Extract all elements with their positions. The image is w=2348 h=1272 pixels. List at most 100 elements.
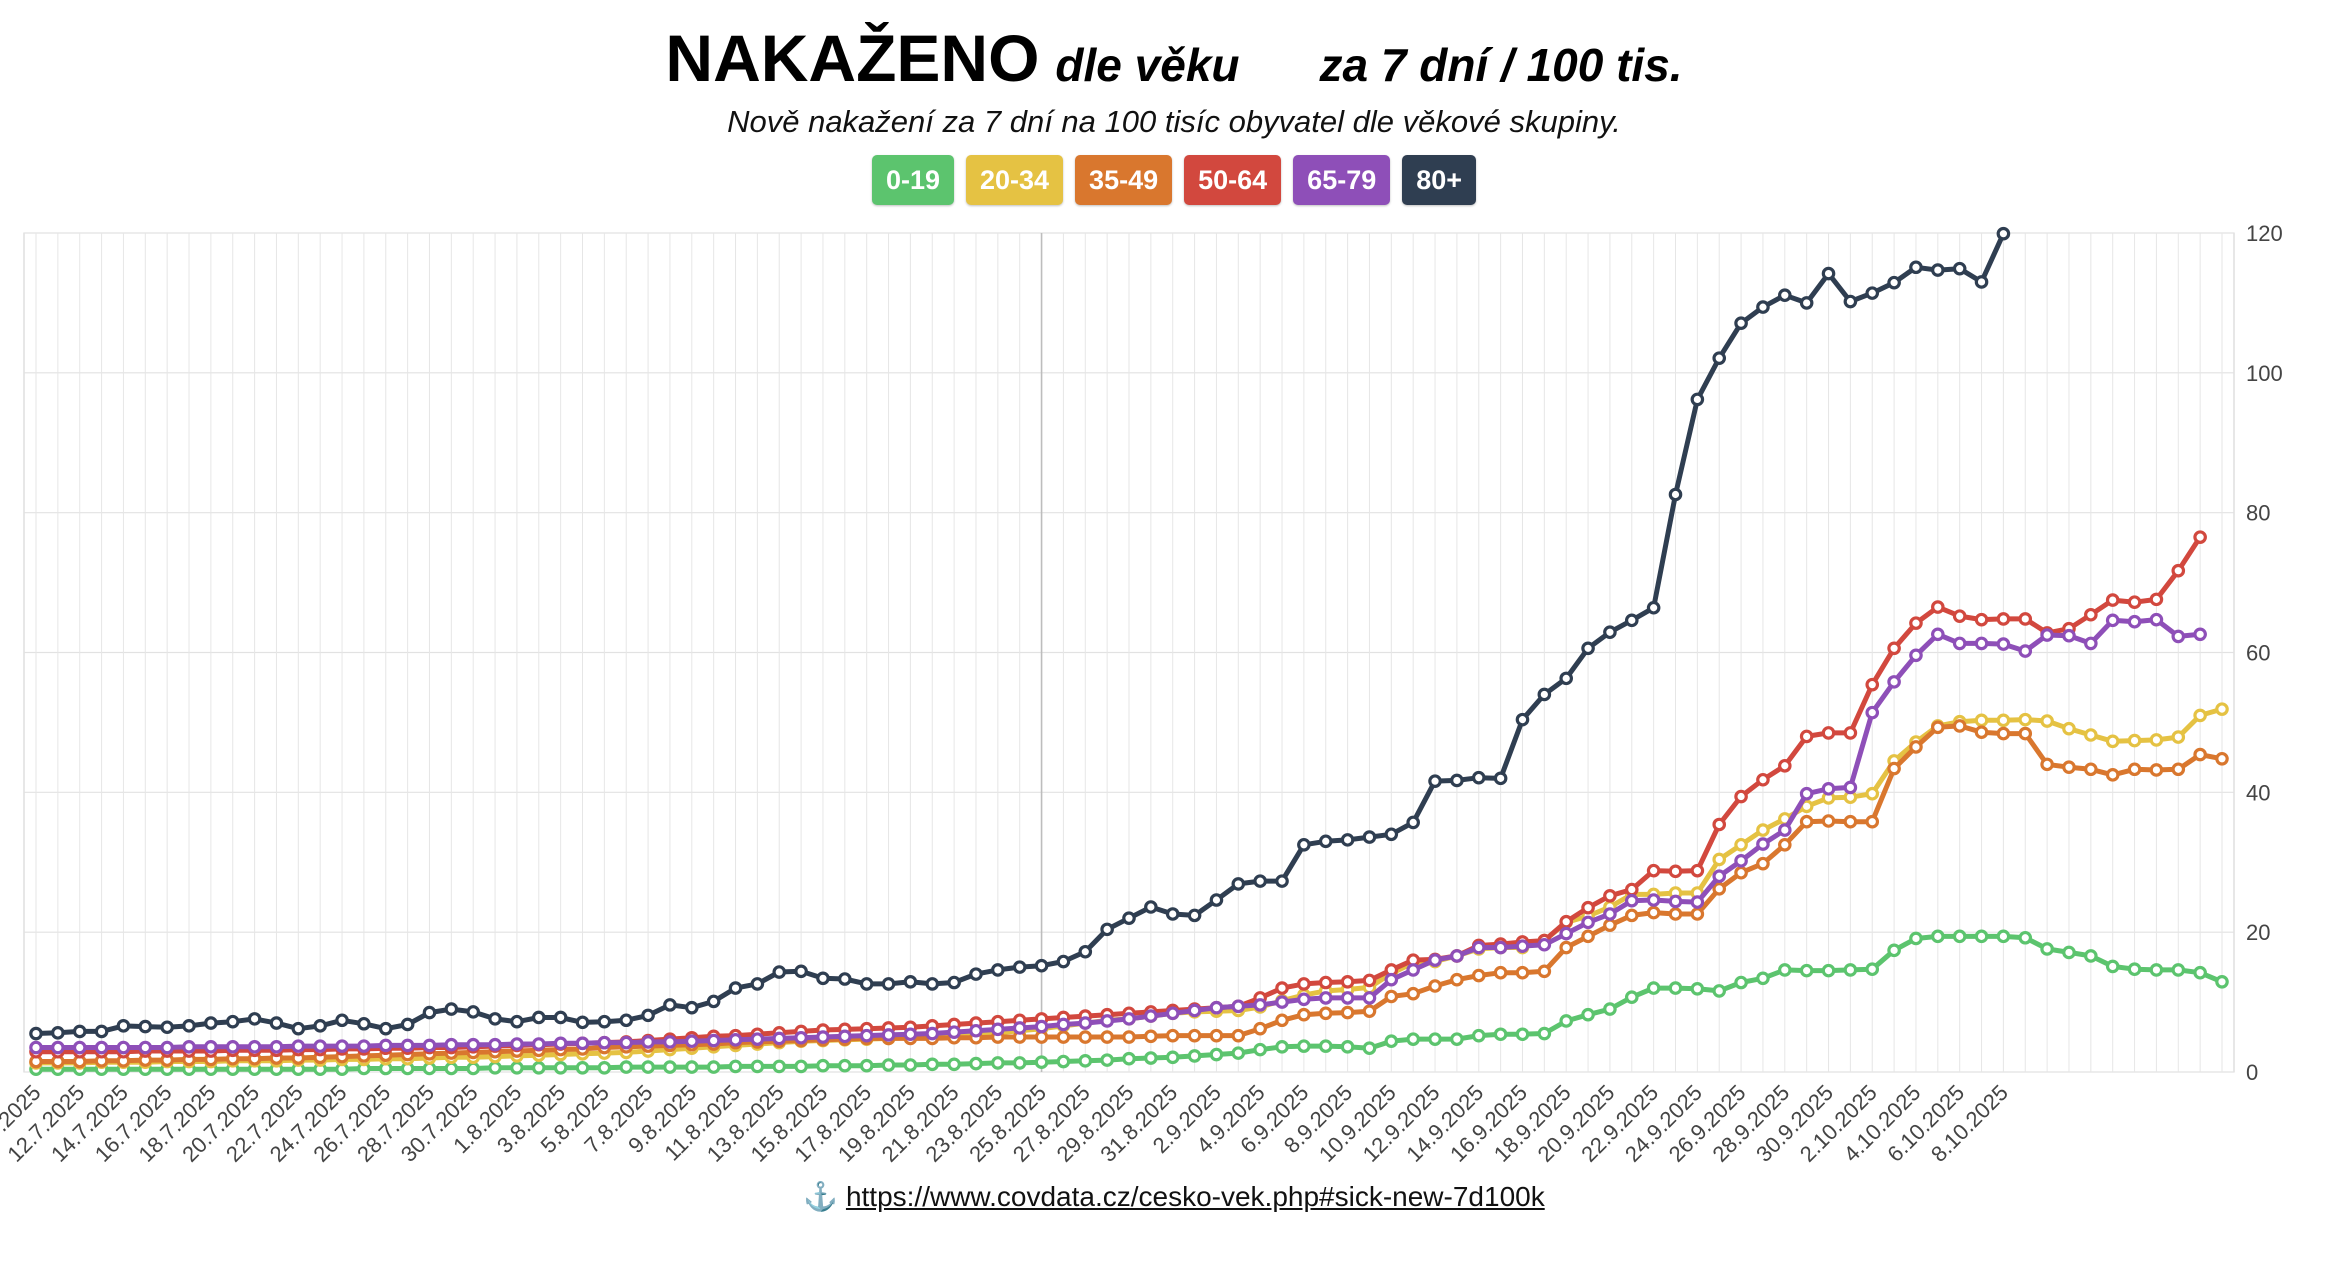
data-point-35-49 (1909, 740, 1923, 754)
data-point-35-49 (1318, 1006, 1333, 1021)
data-point-35-49 (1865, 814, 1880, 829)
data-point-80+ (772, 965, 787, 979)
legend-item-80-plus[interactable]: 80+ (1402, 155, 1477, 205)
data-point-65-79 (1165, 1006, 1180, 1021)
legend-item-50-64[interactable]: 50-64 (1184, 155, 1282, 205)
data-point-80+ (72, 1024, 87, 1039)
title-main: NAKAŽENO (665, 21, 1040, 95)
data-point-35-49 (1297, 1007, 1311, 1022)
data-point-65-79 (1843, 780, 1858, 795)
data-point-65-79 (1537, 937, 1552, 952)
legend-item-35-49[interactable]: 35-49 (1075, 155, 1173, 205)
data-point-80+ (1056, 954, 1071, 969)
data-point-35-49 (1056, 1030, 1071, 1044)
data-point-65-79 (116, 1040, 131, 1055)
data-point-80+ (750, 977, 765, 991)
data-point-0-19 (597, 1061, 612, 1075)
data-point-80+ (182, 1019, 196, 1033)
data-point-0-19 (1187, 1049, 1202, 1063)
data-point-50-64 (1952, 609, 1967, 623)
data-point-65-79 (1100, 1014, 1114, 1028)
data-point-0-19 (2171, 963, 2186, 977)
data-point-50-64 (1581, 900, 1595, 915)
data-point-0-19 (1712, 984, 1727, 998)
chart-subtitle: Nově nakažení za 7 dní na 100 tisíc obyv… (727, 104, 1621, 139)
data-point-80+ (225, 1014, 240, 1029)
data-point-65-79 (1887, 675, 1901, 689)
data-point-80+ (903, 975, 918, 989)
data-point-65-79 (903, 1027, 918, 1042)
data-point-50-64 (1974, 612, 1989, 627)
data-point-80+ (269, 1016, 284, 1030)
data-point-80+ (1362, 830, 1377, 844)
data-point-20-34 (2062, 721, 2076, 736)
data-point-0-19 (1843, 963, 1858, 977)
chart-series (29, 226, 2229, 1077)
data-point-80+ (1515, 712, 1530, 727)
data-point-80+ (1340, 833, 1355, 847)
data-point-20-34 (2149, 733, 2164, 747)
data-point-65-79 (72, 1040, 87, 1055)
x-axis-ticks: 10.7.202512.7.202514.7.202516.7.202518.7… (0, 1080, 2013, 1167)
y-axis-ticks: 0 20 40 60 80 100 120 (2246, 221, 2283, 1085)
data-point-65-79 (1384, 972, 1399, 987)
data-point-50-64 (2105, 593, 2120, 607)
legend-item-0-19[interactable]: 0-19 (871, 155, 954, 205)
data-point-80+ (1821, 266, 1836, 281)
data-point-20-34 (1996, 713, 2011, 728)
data-point-0-19 (641, 1060, 655, 1074)
data-point-50-64 (1275, 981, 1289, 995)
data-point-0-19 (903, 1058, 918, 1072)
data-point-80+ (1799, 296, 1814, 310)
data-point-80+ (378, 1021, 393, 1036)
data-point-0-19 (1799, 963, 1814, 978)
data-point-65-79 (400, 1038, 415, 1053)
legend-item-20-34[interactable]: 20-34 (965, 155, 1064, 205)
series-line-50-64 (33, 534, 2203, 1055)
data-point-0-19 (1034, 1055, 1049, 1070)
data-point-80+ (575, 1015, 590, 1030)
data-point-80+ (160, 1020, 174, 1035)
data-point-65-79 (750, 1032, 765, 1046)
data-point-80+ (510, 1014, 524, 1029)
source-link[interactable]: https://www.covdata.cz/cesko-vek.php#sic… (845, 1181, 1545, 1212)
data-point-65-79 (816, 1030, 830, 1044)
data-point-35-49 (1581, 929, 1595, 944)
data-point-20-34 (1974, 713, 1989, 728)
data-point-50-64 (1603, 889, 1617, 903)
data-point-35-49 (1428, 979, 1442, 993)
data-point-0-19 (1734, 975, 1748, 990)
data-point-0-19 (1515, 1027, 1530, 1042)
data-point-0-19 (1275, 1040, 1289, 1054)
data-point-80+ (204, 1016, 218, 1030)
data-point-80+ (1100, 922, 1114, 937)
data-point-65-79 (488, 1037, 502, 1052)
data-point-35-49 (2149, 763, 2164, 777)
data-point-65-79 (1362, 991, 1377, 1005)
data-point-35-49 (1144, 1029, 1158, 1044)
data-point-65-79 (1340, 991, 1355, 1005)
data-point-65-79 (663, 1035, 677, 1049)
series-65-79 (29, 612, 2207, 1055)
data-point-50-64 (1734, 789, 1748, 804)
data-point-65-79 (2171, 629, 2186, 644)
data-point-80+ (1428, 774, 1442, 788)
data-point-50-64 (1843, 726, 1858, 740)
data-point-0-19 (1668, 981, 1683, 995)
legend-item-65-79[interactable]: 65-79 (1293, 155, 1391, 205)
data-point-80+ (684, 1000, 699, 1015)
data-point-0-19 (816, 1058, 830, 1073)
data-point-80+ (1712, 351, 1727, 365)
data-point-80+ (1996, 226, 2011, 241)
data-point-65-79 (1734, 854, 1748, 868)
data-point-50-64 (1778, 758, 1792, 773)
y-tick-label: 60 (2246, 641, 2270, 666)
data-point-65-79 (357, 1039, 371, 1053)
data-point-20-34 (1865, 786, 1880, 801)
data-point-80+ (1581, 641, 1595, 656)
data-point-0-19 (706, 1060, 721, 1074)
data-point-35-49 (1734, 865, 1748, 880)
data-point-0-19 (1996, 929, 2011, 944)
data-point-65-79 (2062, 628, 2076, 643)
series-0-19 (29, 929, 2229, 1077)
